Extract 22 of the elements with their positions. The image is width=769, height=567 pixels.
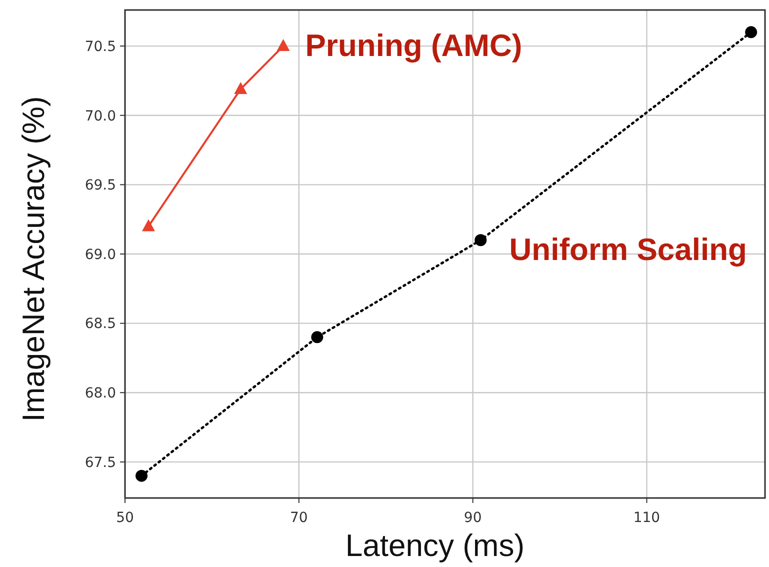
y-tick-label: 70.5 <box>84 38 116 55</box>
x-tick-label: 70 <box>290 510 308 526</box>
point <box>142 219 155 232</box>
y-tick-label: 70.0 <box>84 108 116 124</box>
y-axis-title: ImageNet Accuracy (%) <box>16 96 51 422</box>
point <box>234 82 248 94</box>
point <box>311 331 324 344</box>
x-axis-title: Latency (ms) <box>345 528 525 563</box>
point <box>745 26 758 38</box>
series-label: Uniform Scaling <box>509 232 747 268</box>
x-tick-label: 90 <box>464 510 482 526</box>
point <box>136 470 148 482</box>
y-tick-label: 68.0 <box>84 386 116 402</box>
y-tick-label: 67.5 <box>84 454 116 471</box>
y-tick-label: 68.5 <box>84 316 116 332</box>
y-tick-label: 69.0 <box>84 246 116 263</box>
point <box>474 234 487 246</box>
x-tick-label: 110 <box>633 510 660 526</box>
series-label: Pruning (AMC) <box>305 28 522 64</box>
point <box>276 39 290 52</box>
y-tick-label: 69.5 <box>84 178 116 194</box>
x-tick-label: 50 <box>116 510 134 526</box>
